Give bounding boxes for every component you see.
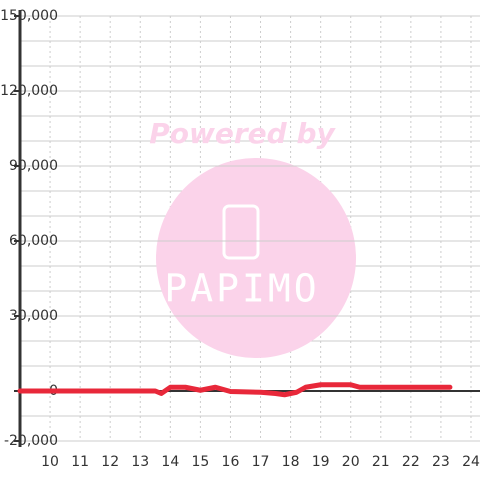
y-tick-label: 150,000 <box>0 8 58 24</box>
x-tick-label: 16 <box>222 454 240 470</box>
x-tick-label: 20 <box>342 454 360 470</box>
watermark-text: Powered by <box>149 117 336 150</box>
x-tick-label: 17 <box>252 454 270 470</box>
data-line <box>17 382 453 398</box>
x-tick-label: 14 <box>161 454 179 470</box>
x-tick-label: 15 <box>191 454 209 470</box>
x-tick-label: 22 <box>402 454 420 470</box>
x-tick-label: 19 <box>312 454 330 470</box>
y-tick-label: 120,000 <box>0 83 58 99</box>
x-tick-label: 18 <box>282 454 300 470</box>
watermark-icon <box>222 204 260 260</box>
watermark-text: PAPIMO <box>164 267 319 311</box>
x-tick-label: 24 <box>462 454 480 470</box>
x-tick-label: 10 <box>41 454 59 470</box>
y-tick-label: -20,000 <box>4 433 58 449</box>
x-tick-label: 11 <box>71 454 89 470</box>
x-tick-label: 12 <box>101 454 119 470</box>
x-tick-label: 23 <box>432 454 450 470</box>
y-tick-label: 90,000 <box>9 158 58 174</box>
y-tick-label: 30,000 <box>9 308 58 324</box>
x-tick-label: 21 <box>372 454 390 470</box>
y-tick-label: 60,000 <box>9 233 58 249</box>
x-tick-label: 13 <box>131 454 149 470</box>
